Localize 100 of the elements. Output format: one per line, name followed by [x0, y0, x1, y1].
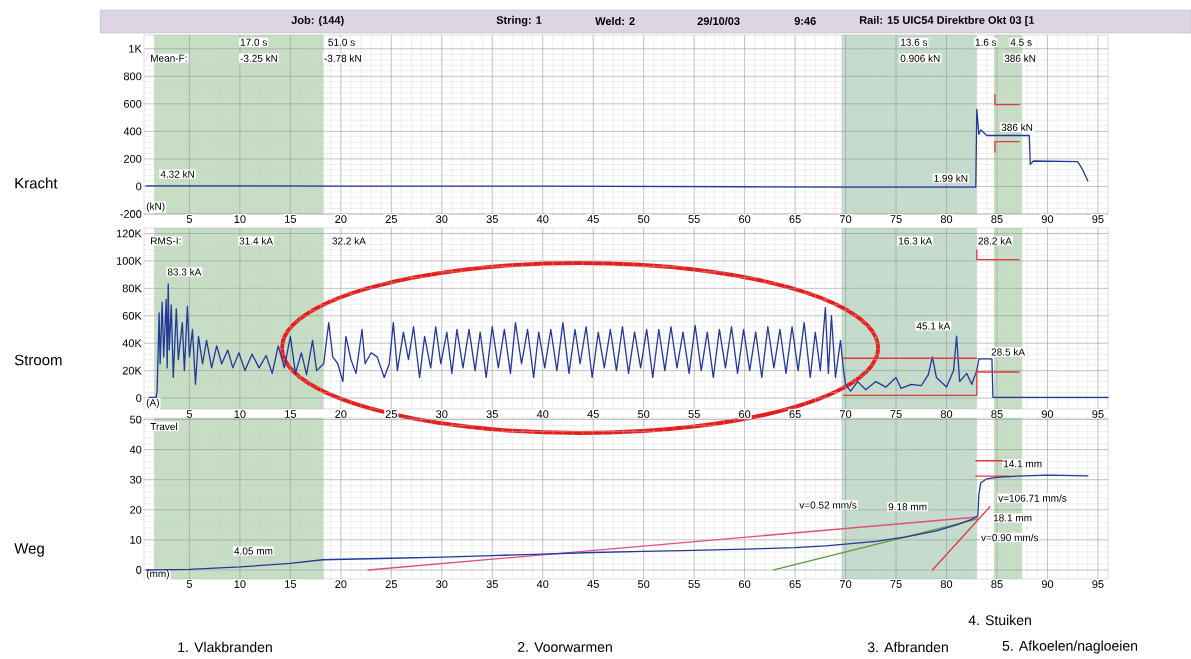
- y-tick-label: 0: [136, 394, 142, 402]
- y-tick-label: 600: [124, 99, 142, 108]
- annotation: 4.32 kN: [160, 170, 194, 178]
- x-tick-label: 15: [285, 410, 297, 418]
- annotation: 1.99 kN: [934, 174, 968, 182]
- x-tick-label: 15: [285, 215, 297, 223]
- annotation: 17.0 s: [240, 38, 267, 46]
- y-tick-label: 0: [136, 182, 142, 191]
- x-tick-label: 40: [536, 410, 549, 418]
- x-tick-label: 55: [688, 580, 700, 588]
- x-tick-label: 55: [688, 410, 700, 418]
- annotation: 32.2 kA: [332, 237, 366, 245]
- annotation: 45.1 kA: [916, 322, 951, 330]
- y-tick-label: 40K: [122, 339, 142, 348]
- y-tick-label: -200: [120, 210, 142, 218]
- annotation: 386 kN: [1004, 54, 1036, 62]
- text: 29/10/03: [697, 16, 740, 26]
- x-tick-label: 95: [1092, 410, 1104, 418]
- y-axis-title: Stroom: [14, 354, 62, 366]
- x-tick-label: 40: [536, 215, 549, 223]
- y-tick-label: 80K: [122, 284, 142, 293]
- x-tick-label: 60: [739, 410, 751, 418]
- annotation: v=0.90 mm/s: [981, 533, 1039, 542]
- x-tick-label: 20: [335, 215, 347, 223]
- x-tick-label: 35: [486, 410, 498, 418]
- x-tick-label: 80: [940, 410, 953, 418]
- y-tick-label: 120K: [116, 229, 142, 238]
- annotation: v=106.71 mm/s: [998, 494, 1067, 502]
- x-tick-label: 30: [436, 410, 448, 418]
- x-tick-label: 70: [840, 580, 852, 588]
- text: Rail: 15 UIC54 Direktbre Okt 03 [1: [859, 15, 1035, 27]
- y-tick-label: 200: [124, 155, 142, 163]
- annotation: RMS-I:: [151, 237, 181, 245]
- text: 2. Voorwarmen: [517, 642, 612, 652]
- text: Job: (144): [291, 15, 344, 27]
- x-tick-label: 85: [991, 410, 1003, 418]
- x-tick-label: 45: [587, 580, 599, 588]
- y-tick-label: 800: [123, 72, 142, 81]
- annotation: 386 kN: [1001, 123, 1033, 131]
- text: 9:46: [794, 17, 816, 25]
- x-tick-label: 5: [186, 410, 193, 418]
- x-tick-label: 75: [890, 215, 902, 223]
- x-tick-label: 20: [335, 580, 347, 588]
- annotation: (mm): [146, 569, 169, 580]
- x-tick-label: 45: [587, 215, 599, 223]
- x-tick-label: 70: [840, 215, 852, 223]
- annotation: 4.05 mm: [234, 547, 273, 555]
- x-tick-label: 25: [385, 410, 397, 418]
- x-tick-label: 75: [890, 580, 902, 588]
- annotation: Mean-F:: [151, 54, 187, 62]
- text: Weld: 2: [595, 16, 635, 26]
- x-tick-label: 15: [285, 580, 297, 588]
- x-tick-label: 35: [486, 580, 498, 588]
- x-tick-label: 95: [1092, 215, 1104, 223]
- x-tick-label: 85: [991, 215, 1003, 223]
- x-tick-label: 45: [587, 410, 599, 418]
- annotation: Travel: [150, 422, 177, 431]
- text: 4. Stuiken: [968, 614, 1031, 626]
- annotation: 0.906 kN: [900, 54, 940, 62]
- x-tick-label: 90: [1041, 580, 1054, 588]
- x-tick-label: 70: [840, 410, 852, 418]
- x-tick-label: 80: [940, 580, 953, 588]
- y-tick-label: 60K: [122, 311, 142, 320]
- text: String: 1: [496, 15, 542, 27]
- x-tick-label: 50: [638, 410, 650, 418]
- x-tick-label: 25: [385, 215, 397, 223]
- text: 3. Afbranden: [867, 641, 948, 653]
- y-tick-label: 40: [129, 445, 142, 454]
- y-tick-label: 20K: [122, 366, 142, 375]
- x-tick-label: 10: [234, 215, 246, 223]
- annotation: -3.25 kN: [240, 54, 278, 62]
- x-tick-label: 5: [186, 215, 193, 223]
- annotation: -3.78 kN: [324, 54, 361, 62]
- x-tick-label: 10: [234, 580, 246, 588]
- x-tick-label: 50: [638, 215, 650, 223]
- y-tick-label: 1K: [129, 45, 142, 53]
- x-tick-label: 60: [739, 580, 751, 588]
- annotation: 9.18 mm: [888, 503, 927, 511]
- text: 1. Vlakbranden: [178, 641, 272, 653]
- y-tick-label: 20: [130, 505, 142, 514]
- y-axis-title: Weg: [14, 543, 44, 557]
- x-tick-label: 25: [385, 580, 397, 588]
- annotation: v=0.52 mm/s: [799, 501, 857, 509]
- x-tick-label: 30: [436, 215, 448, 223]
- x-tick-label: 55: [688, 215, 700, 223]
- annotation: 13.6 s: [901, 38, 928, 46]
- x-tick-label: 30: [436, 580, 448, 588]
- x-tick-label: 60: [739, 215, 751, 223]
- annotation: 18.1 mm: [993, 514, 1032, 522]
- x-tick-label: 65: [789, 215, 801, 223]
- annotation: (A): [146, 398, 159, 409]
- y-tick-label: 30: [129, 475, 142, 484]
- annotation: (kN): [146, 202, 165, 212]
- x-tick-label: 5: [186, 580, 193, 588]
- annotation: 16.3 kA: [899, 237, 933, 245]
- annotation: 14.1 mm: [1004, 460, 1042, 468]
- annotation: 28.5 kA: [991, 348, 1025, 356]
- x-tick-label: 40: [536, 580, 549, 588]
- annotation: 31.4 kA: [239, 237, 273, 245]
- annotation: 28.2 kA: [978, 237, 1012, 245]
